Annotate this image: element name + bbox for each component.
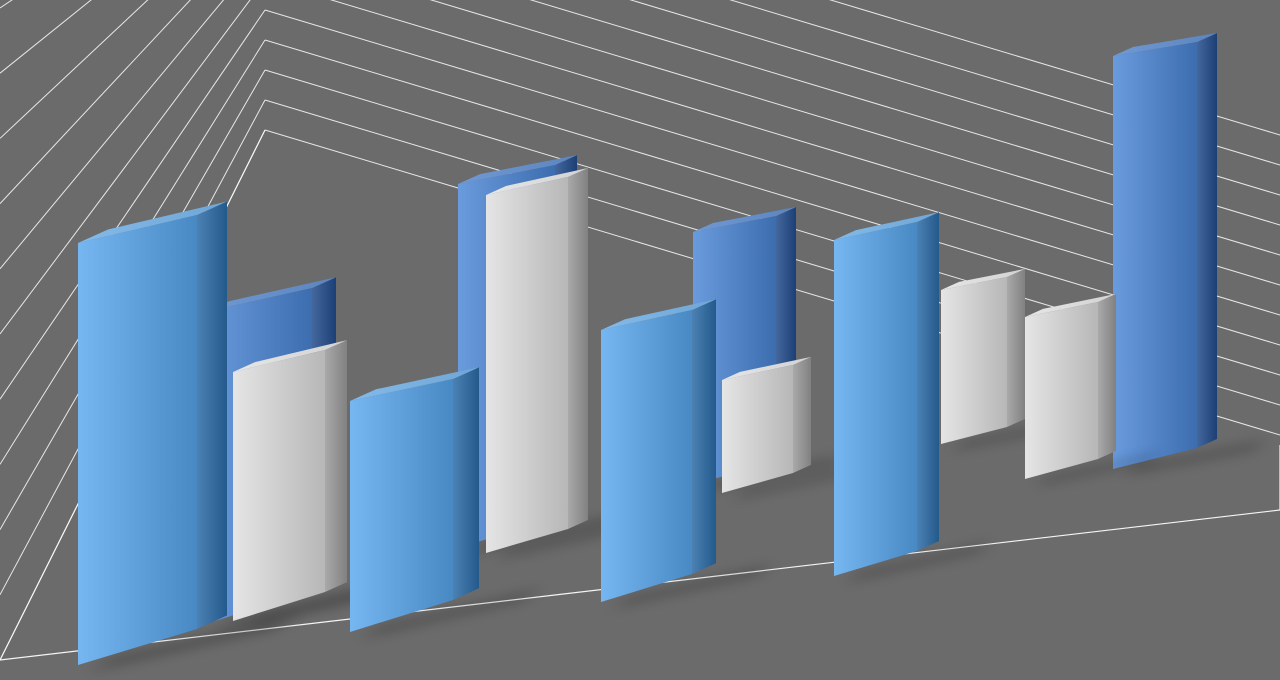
bar-side bbox=[1007, 269, 1025, 427]
bar-front bbox=[941, 277, 1007, 444]
bar-side bbox=[197, 202, 227, 630]
bar-side bbox=[1197, 33, 1217, 448]
bar-front bbox=[1113, 42, 1197, 469]
bar-front bbox=[486, 177, 568, 553]
bar-side bbox=[568, 168, 588, 529]
bar-front bbox=[1025, 302, 1098, 479]
bar-side bbox=[692, 299, 716, 574]
chart-3d-bar bbox=[0, 0, 1280, 680]
bar-side bbox=[325, 340, 347, 592]
bar-front bbox=[601, 310, 692, 602]
bar-side bbox=[453, 367, 479, 600]
chart-svg bbox=[0, 0, 1280, 680]
bar-side bbox=[793, 357, 811, 473]
bar-side bbox=[1098, 294, 1116, 459]
bar-front bbox=[722, 365, 793, 493]
bar-front bbox=[78, 215, 197, 665]
bar-front bbox=[834, 222, 917, 576]
bar-front bbox=[350, 379, 453, 632]
bar-front bbox=[233, 350, 325, 621]
bar-side bbox=[917, 212, 939, 551]
